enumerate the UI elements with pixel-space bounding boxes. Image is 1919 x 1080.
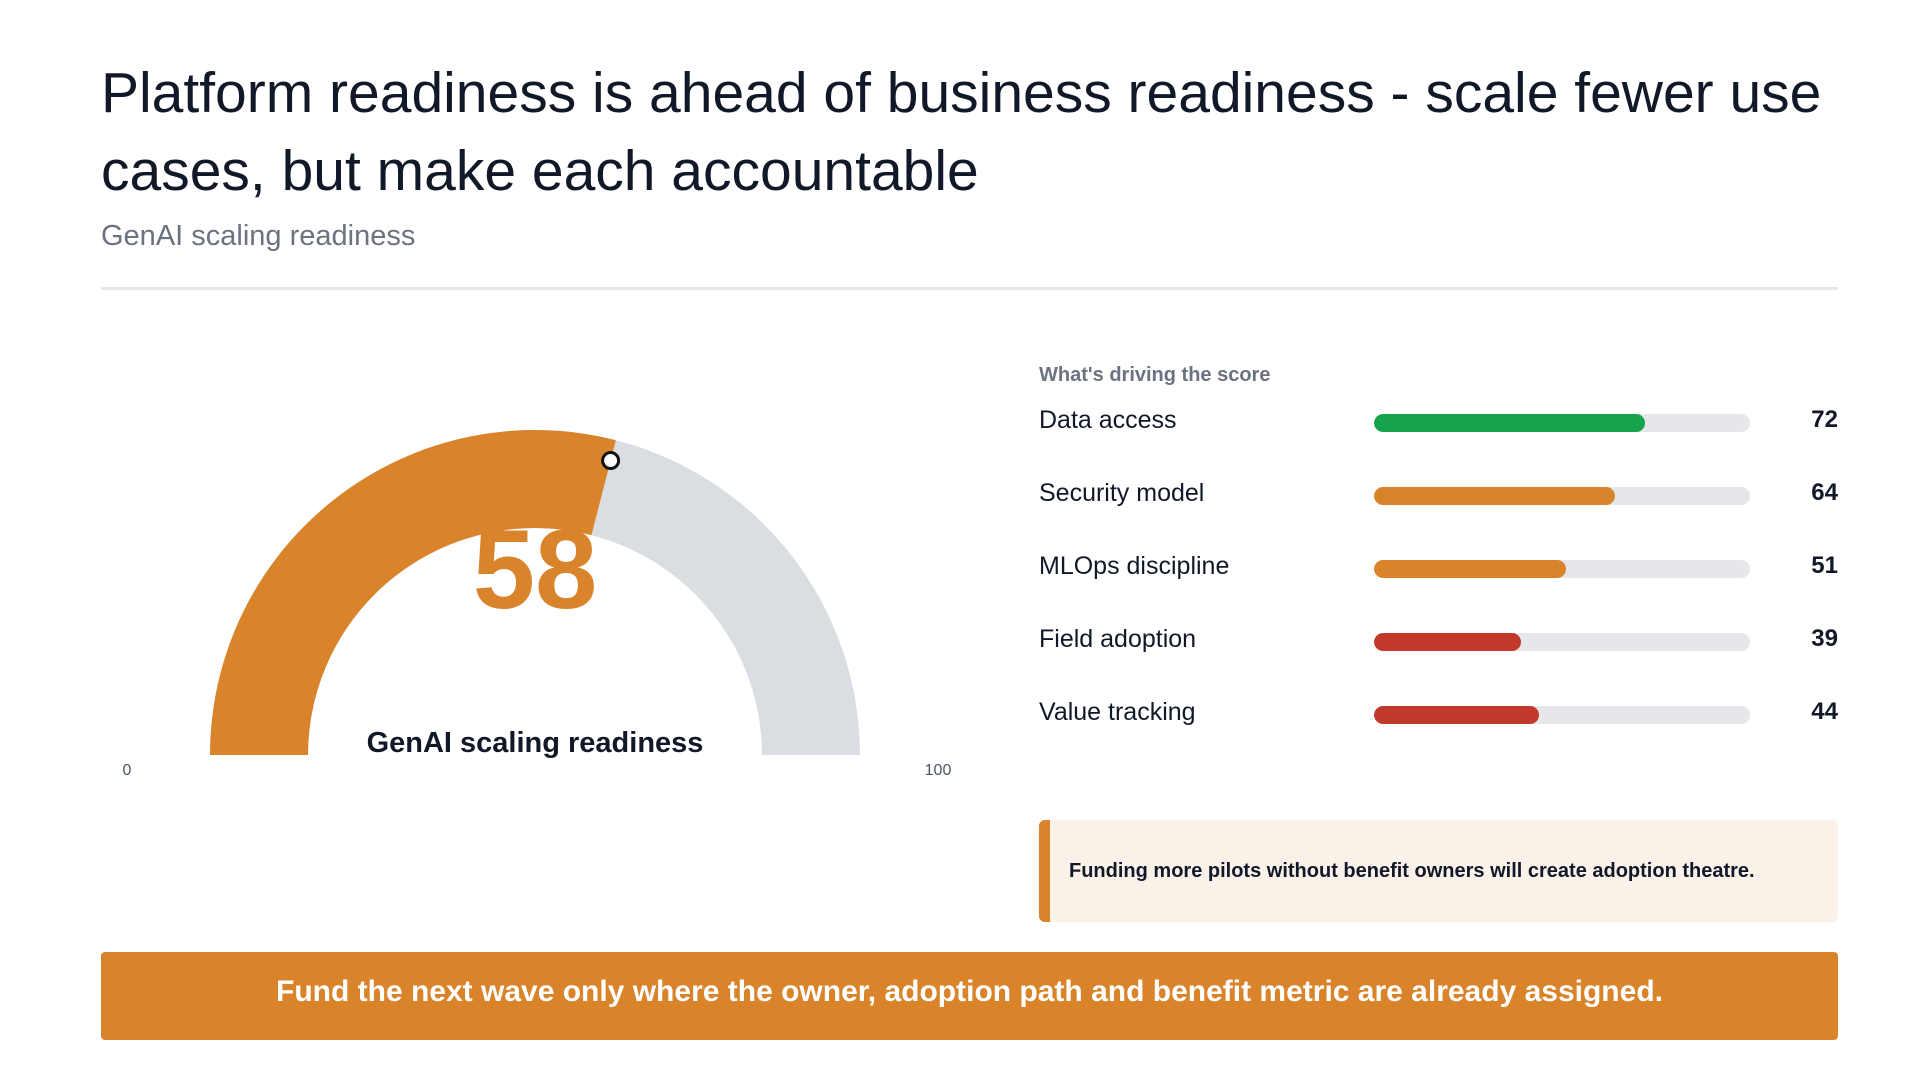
driver-label: Data access	[1039, 406, 1177, 434]
gauge-max-label: 100	[925, 762, 952, 779]
recommendation-banner: Fund the next wave only where the owner,…	[101, 952, 1838, 1040]
slide: Platform readiness is ahead of business …	[101, 0, 1838, 1080]
drivers-panel: What's driving the score Data access 72 Se…	[1039, 355, 1838, 726]
driver-value: 44	[1811, 698, 1838, 725]
driver-label: MLOps discipline	[1039, 552, 1230, 580]
driver-bar	[1374, 560, 1566, 578]
driver-bar	[1374, 633, 1521, 651]
drivers-heading: What's driving the score	[1039, 364, 1271, 386]
gauge-value-label: 58	[473, 507, 598, 632]
gauge-caption: GenAI scaling readiness	[367, 727, 704, 759]
driver-label: Value tracking	[1039, 698, 1196, 726]
driver-bar	[1374, 706, 1540, 724]
header-divider	[101, 287, 1838, 290]
driver-bar	[1374, 487, 1615, 505]
driver-bar-track	[1374, 706, 1750, 724]
callout-text: Funding more pilots without benefit owne…	[1069, 860, 1755, 882]
driver-bar-track	[1374, 560, 1750, 578]
driver-value: 51	[1811, 552, 1838, 579]
driver-row: Field adoption 39	[1039, 619, 1838, 659]
driver-label: Security model	[1039, 479, 1205, 507]
driver-row: Value tracking 44	[1039, 692, 1838, 732]
gauge-chart: 58 GenAI scaling readiness 0 100	[123, 430, 952, 779]
driver-row: Security model 64	[1039, 473, 1838, 513]
circle-marker-icon	[601, 451, 621, 471]
callout-accent-bar	[1039, 820, 1050, 922]
driver-value: 72	[1811, 406, 1838, 433]
driver-row: MLOps discipline 51	[1039, 546, 1838, 586]
warning-callout: Funding more pilots without benefit owne…	[1039, 820, 1838, 922]
driver-bar-track	[1374, 487, 1750, 505]
driver-value: 64	[1811, 479, 1838, 506]
page-subtitle: GenAI scaling readiness	[101, 220, 416, 252]
gauge-value-arc	[210, 430, 616, 755]
readiness-gauge: 58 GenAI scaling readiness 0 100	[101, 330, 971, 800]
driver-row: Data access 72	[1039, 400, 1838, 440]
driver-bar-track	[1374, 414, 1750, 432]
driver-value: 39	[1811, 625, 1838, 652]
driver-bar	[1374, 414, 1645, 432]
driver-label: Field adoption	[1039, 625, 1197, 653]
page-title: Platform readiness is ahead of business …	[101, 61, 1822, 203]
driver-bar-track	[1374, 633, 1750, 651]
gauge-min-label: 0	[123, 762, 132, 779]
